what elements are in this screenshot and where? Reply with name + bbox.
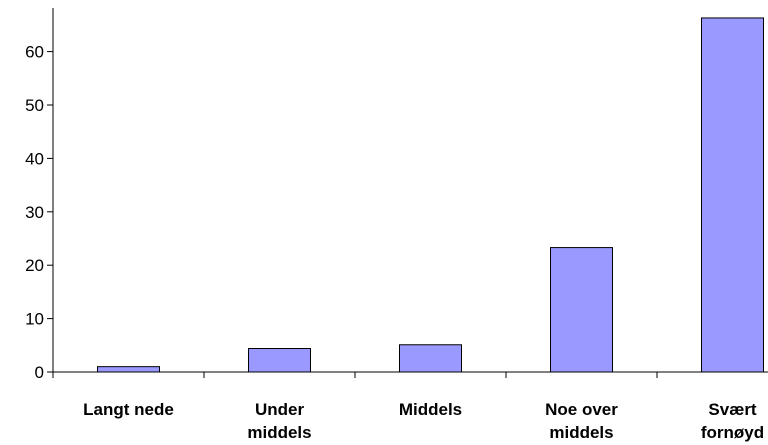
- x-category-label: Langt nede: [83, 400, 174, 419]
- bar: [550, 247, 613, 373]
- x-category-label-line: Middels: [399, 400, 462, 419]
- bar: [97, 366, 160, 373]
- x-ticks-group: [52, 372, 658, 378]
- x-category-label-line: Under: [255, 400, 305, 419]
- y-ticks-group: 0 10 20 30 40 50 60: [25, 43, 53, 382]
- y-tick-label: 20: [25, 256, 44, 275]
- x-category-label: Svært fornøyd: [701, 400, 764, 442]
- y-tick-label: 50: [25, 96, 44, 115]
- x-category-label-line: Svært: [708, 400, 757, 419]
- x-category-label-line: middels: [247, 423, 311, 442]
- y-tick-label: 60: [25, 43, 44, 62]
- x-category-label: Noe over middels: [545, 400, 618, 442]
- x-category-label: Under middels: [247, 400, 311, 442]
- bar: [701, 17, 764, 373]
- x-category-label-line: fornøyd: [701, 423, 764, 442]
- y-tick-label: 10: [25, 310, 44, 329]
- x-category-label-line: Noe over: [545, 400, 618, 419]
- y-tick-label: 0: [35, 363, 44, 382]
- y-tick-label: 30: [25, 203, 44, 222]
- bar: [399, 344, 462, 373]
- x-category-label-line: Langt nede: [83, 400, 174, 419]
- x-category-label: Middels: [399, 400, 462, 419]
- y-tick-label: 40: [25, 149, 44, 168]
- bar: [248, 348, 311, 373]
- axes-group: [52, 8, 768, 373]
- bars-group: [97, 17, 764, 373]
- x-labels-group: Langt nede Under middels Middels Noe over mid…: [83, 400, 764, 442]
- x-category-label-line: middels: [549, 423, 613, 442]
